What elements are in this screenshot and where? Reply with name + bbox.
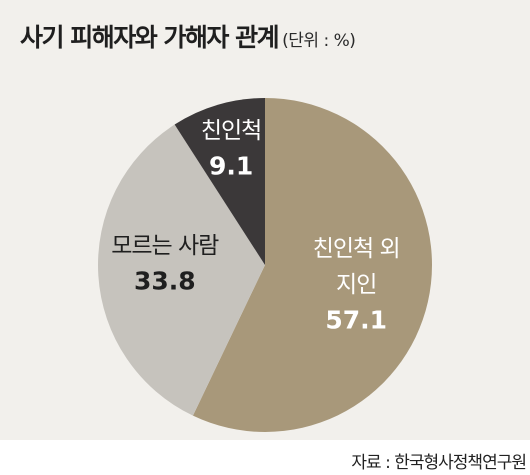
- title-row: 사기 피해자와 가해자 관계 (단위 : %): [20, 18, 356, 54]
- pie-slice-0: [192, 98, 432, 432]
- pie-slice-1: [97, 124, 265, 416]
- slice-value-label-1: 33.8: [134, 266, 196, 295]
- slice-category-label-2: 친인척: [201, 118, 261, 144]
- slice-value-label-0: 57.1: [325, 306, 387, 335]
- slice-category-label-1: 모르는 사람: [111, 233, 219, 259]
- pie-slice-2: [174, 98, 265, 265]
- slice-category-label-0: 친인척 외: [313, 236, 400, 262]
- chart-unit: (단위 : %): [282, 31, 356, 51]
- chart-title: 사기 피해자와 가해자 관계: [20, 23, 280, 52]
- pie-chart: 친인척 외지인 57.1 모르는 사람 33.8 친인척 9.1: [97, 98, 432, 432]
- source-footer: 자료 : 한국형사정책연구원: [0, 440, 530, 475]
- slice-value-label-2: 9.1: [209, 152, 253, 181]
- slice-category-label-0: 지인: [336, 272, 376, 298]
- source-note: 자료 : 한국형사정책연구원: [351, 453, 527, 473]
